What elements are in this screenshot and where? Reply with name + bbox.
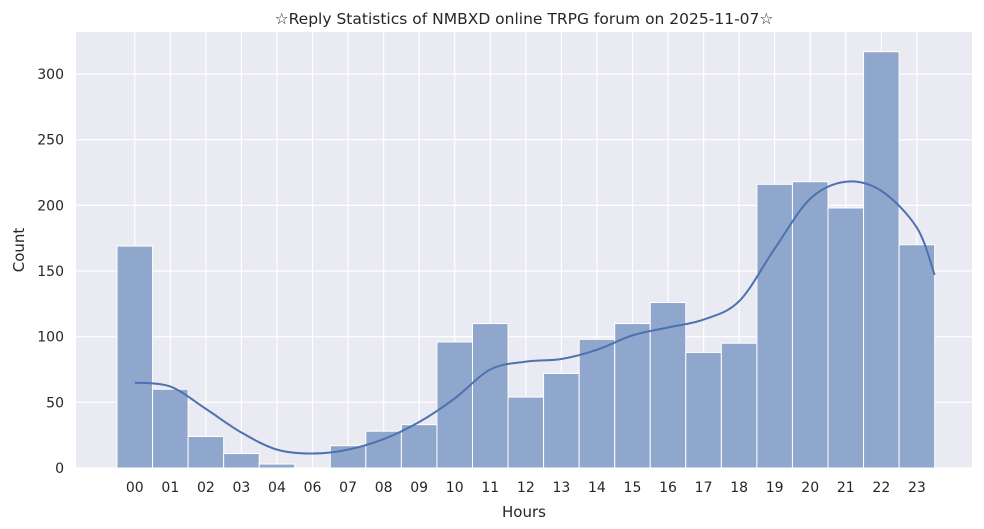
bar-15 [614,323,651,469]
bar-22 [863,51,900,469]
x-tick-label: 10 [446,480,464,496]
y-tick-label: 200 [37,198,64,214]
chart-title: ☆Reply Statistics of NMBXD online TRPG f… [275,10,774,28]
x-tick-label: 12 [517,480,535,496]
x-tick-label: 13 [552,480,570,496]
x-tick-label: 20 [801,480,819,496]
bar-17 [685,351,722,469]
kde-line [134,180,936,455]
bar-21 [827,207,865,469]
x-tick-label: 08 [375,480,393,496]
bar-14 [578,338,616,469]
bar-18 [720,342,758,469]
x-tick-label: 01 [161,480,179,496]
bar-13 [543,372,580,469]
x-tick-label: 17 [695,480,713,496]
y-tick-label: 150 [37,264,64,280]
x-tick-label: 07 [339,480,357,496]
bar-20 [791,181,829,469]
bar-00 [116,245,154,469]
bar-11 [472,323,509,469]
x-tick-label: 09 [410,480,428,496]
y-tick-label: 300 [37,67,64,83]
x-tick-label: 00 [126,480,144,496]
x-tick-label: 23 [908,480,926,496]
x-tick-label: 14 [588,480,606,496]
x-tick-label: 11 [481,480,499,496]
x-axis-label: Hours [502,503,546,521]
x-tick-label: 03 [233,480,251,496]
bar-09 [400,424,438,469]
bar-10 [436,341,474,469]
y-tick-label: 100 [37,330,64,346]
y-axis-label: Count [10,228,28,273]
x-tick-label: 22 [872,480,890,496]
y-tick-labels: 0 50 100 150 200 250 300 [37,67,64,477]
x-tick-label: 19 [766,480,784,496]
bar-03 [223,453,260,469]
bars-group [116,51,936,469]
bar-12 [507,396,545,469]
bar-19 [756,183,793,469]
x-tick-labels: 00 01 02 03 04 06 07 08 09 10 11 12 13 14 15 16 17 18 19 20… [126,480,926,496]
y-tick-label: 250 [37,133,64,149]
y-tick-label: 50 [46,395,64,411]
x-tick-label: 06 [304,480,322,496]
x-tick-label: 21 [837,480,855,496]
bar-04 [258,463,296,469]
bar-23 [898,244,936,469]
bar-01 [152,388,189,469]
x-tick-label: 18 [730,480,748,496]
bar-02 [187,435,225,469]
x-tick-label: 04 [268,480,286,496]
y-tick-label: 0 [55,461,64,477]
bar-08 [365,430,402,469]
x-tick-label: 16 [659,480,677,496]
x-tick-label: 15 [624,480,642,496]
x-tick-label: 02 [197,480,215,496]
